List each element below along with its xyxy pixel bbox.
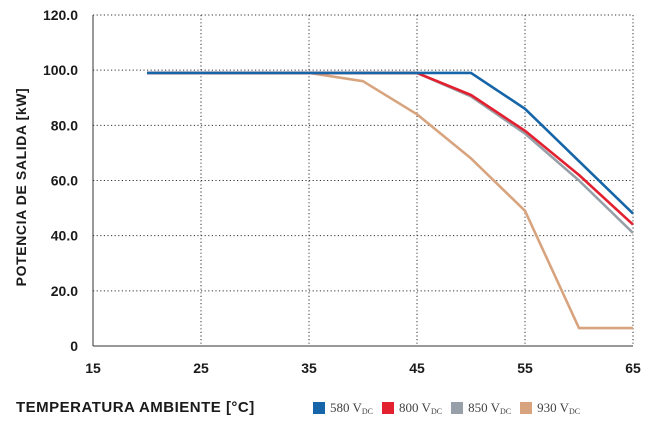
x-tick-label: 35 [301, 360, 317, 376]
legend-label: 800 VDC [399, 400, 443, 416]
legend-swatch [382, 402, 395, 414]
legend-item: 930 VDC [520, 400, 580, 416]
series-line [147, 71, 634, 226]
line-chart: 0 20.0 40.0 60.0 80.0 100.0 120.0 15 25 35 45 55 65… [13, 7, 641, 376]
series-line [147, 71, 634, 215]
x-tick-label: 25 [193, 360, 209, 376]
y-tick-label: 80.0 [51, 117, 78, 133]
grid-lines [92, 14, 634, 347]
y-tick-label: 0 [70, 338, 78, 354]
legend-swatch [520, 402, 533, 414]
y-tick-label: 40.0 [51, 228, 78, 244]
y-axis-title: POTENCIA DE SALIDA [kW] [13, 88, 29, 287]
x-axis-title: TEMPERATURA AMBIENTE [°C] [16, 399, 255, 416]
x-tick-label: 45 [409, 360, 425, 376]
legend-swatch [313, 402, 325, 414]
x-tick-label: 65 [625, 360, 641, 376]
y-tick-labels: 0 20.0 40.0 60.0 80.0 100.0 120.0 [43, 7, 78, 354]
series-lines [147, 71, 634, 330]
y-tick-label: 100.0 [43, 62, 78, 78]
legend-swatch [451, 402, 464, 414]
y-tick-label: 20.0 [51, 283, 78, 299]
series-line [147, 71, 633, 330]
legend-item: 580 VDC [313, 400, 373, 416]
x-tick-label: 15 [85, 360, 101, 376]
legend-item: 800 VDC [382, 400, 442, 416]
y-tick-label: 60.0 [51, 173, 78, 189]
legend-label: 580 VDC [330, 400, 374, 416]
y-tick-label: 120.0 [43, 7, 78, 23]
legend: 580 VDC 800 VDC 850 VDC 930 VDC [313, 400, 580, 416]
legend-label: 850 VDC [468, 400, 512, 416]
x-tick-label: 55 [517, 360, 533, 376]
legend-label: 930 VDC [537, 400, 581, 416]
legend-item: 850 VDC [451, 400, 511, 416]
x-tick-labels: 15 25 35 45 55 65 [85, 360, 641, 376]
